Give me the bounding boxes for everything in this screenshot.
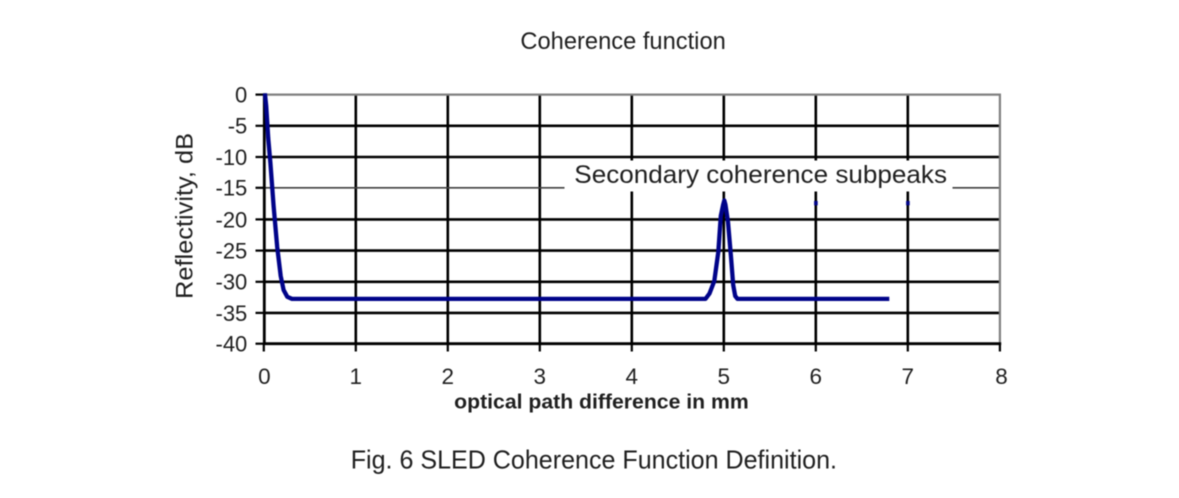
svg-text:-30: -30	[216, 270, 248, 295]
svg-text:2: 2	[442, 364, 455, 389]
svg-text:1: 1	[350, 364, 363, 389]
svg-text:-15: -15	[216, 176, 248, 201]
svg-text:Coherence function: Coherence function	[520, 28, 725, 55]
svg-text:Secondary coherence subpeaks: Secondary coherence subpeaks	[574, 161, 947, 189]
svg-text:-40: -40	[216, 332, 248, 357]
svg-text:-20: -20	[216, 207, 248, 232]
svg-text:-10: -10	[216, 145, 248, 170]
svg-text:0: 0	[258, 364, 271, 389]
svg-text:0: 0	[235, 83, 247, 108]
svg-text:4: 4	[626, 364, 639, 389]
svg-text:-35: -35	[216, 301, 248, 326]
svg-text:8: 8	[995, 364, 1008, 389]
svg-text:5: 5	[718, 364, 731, 389]
svg-text:3: 3	[534, 364, 547, 389]
svg-text:Fig. 6 SLED Coherence Function: Fig. 6 SLED Coherence Function Definitio…	[351, 445, 837, 475]
svg-text:Reflectivity, dB: Reflectivity, dB	[172, 133, 199, 299]
svg-text:optical path difference in mm: optical path difference in mm	[454, 390, 749, 413]
svg-text:-25: -25	[216, 239, 248, 264]
svg-text:7: 7	[902, 364, 915, 389]
svg-text:-5: -5	[228, 114, 248, 139]
svg-text:6: 6	[810, 364, 823, 389]
